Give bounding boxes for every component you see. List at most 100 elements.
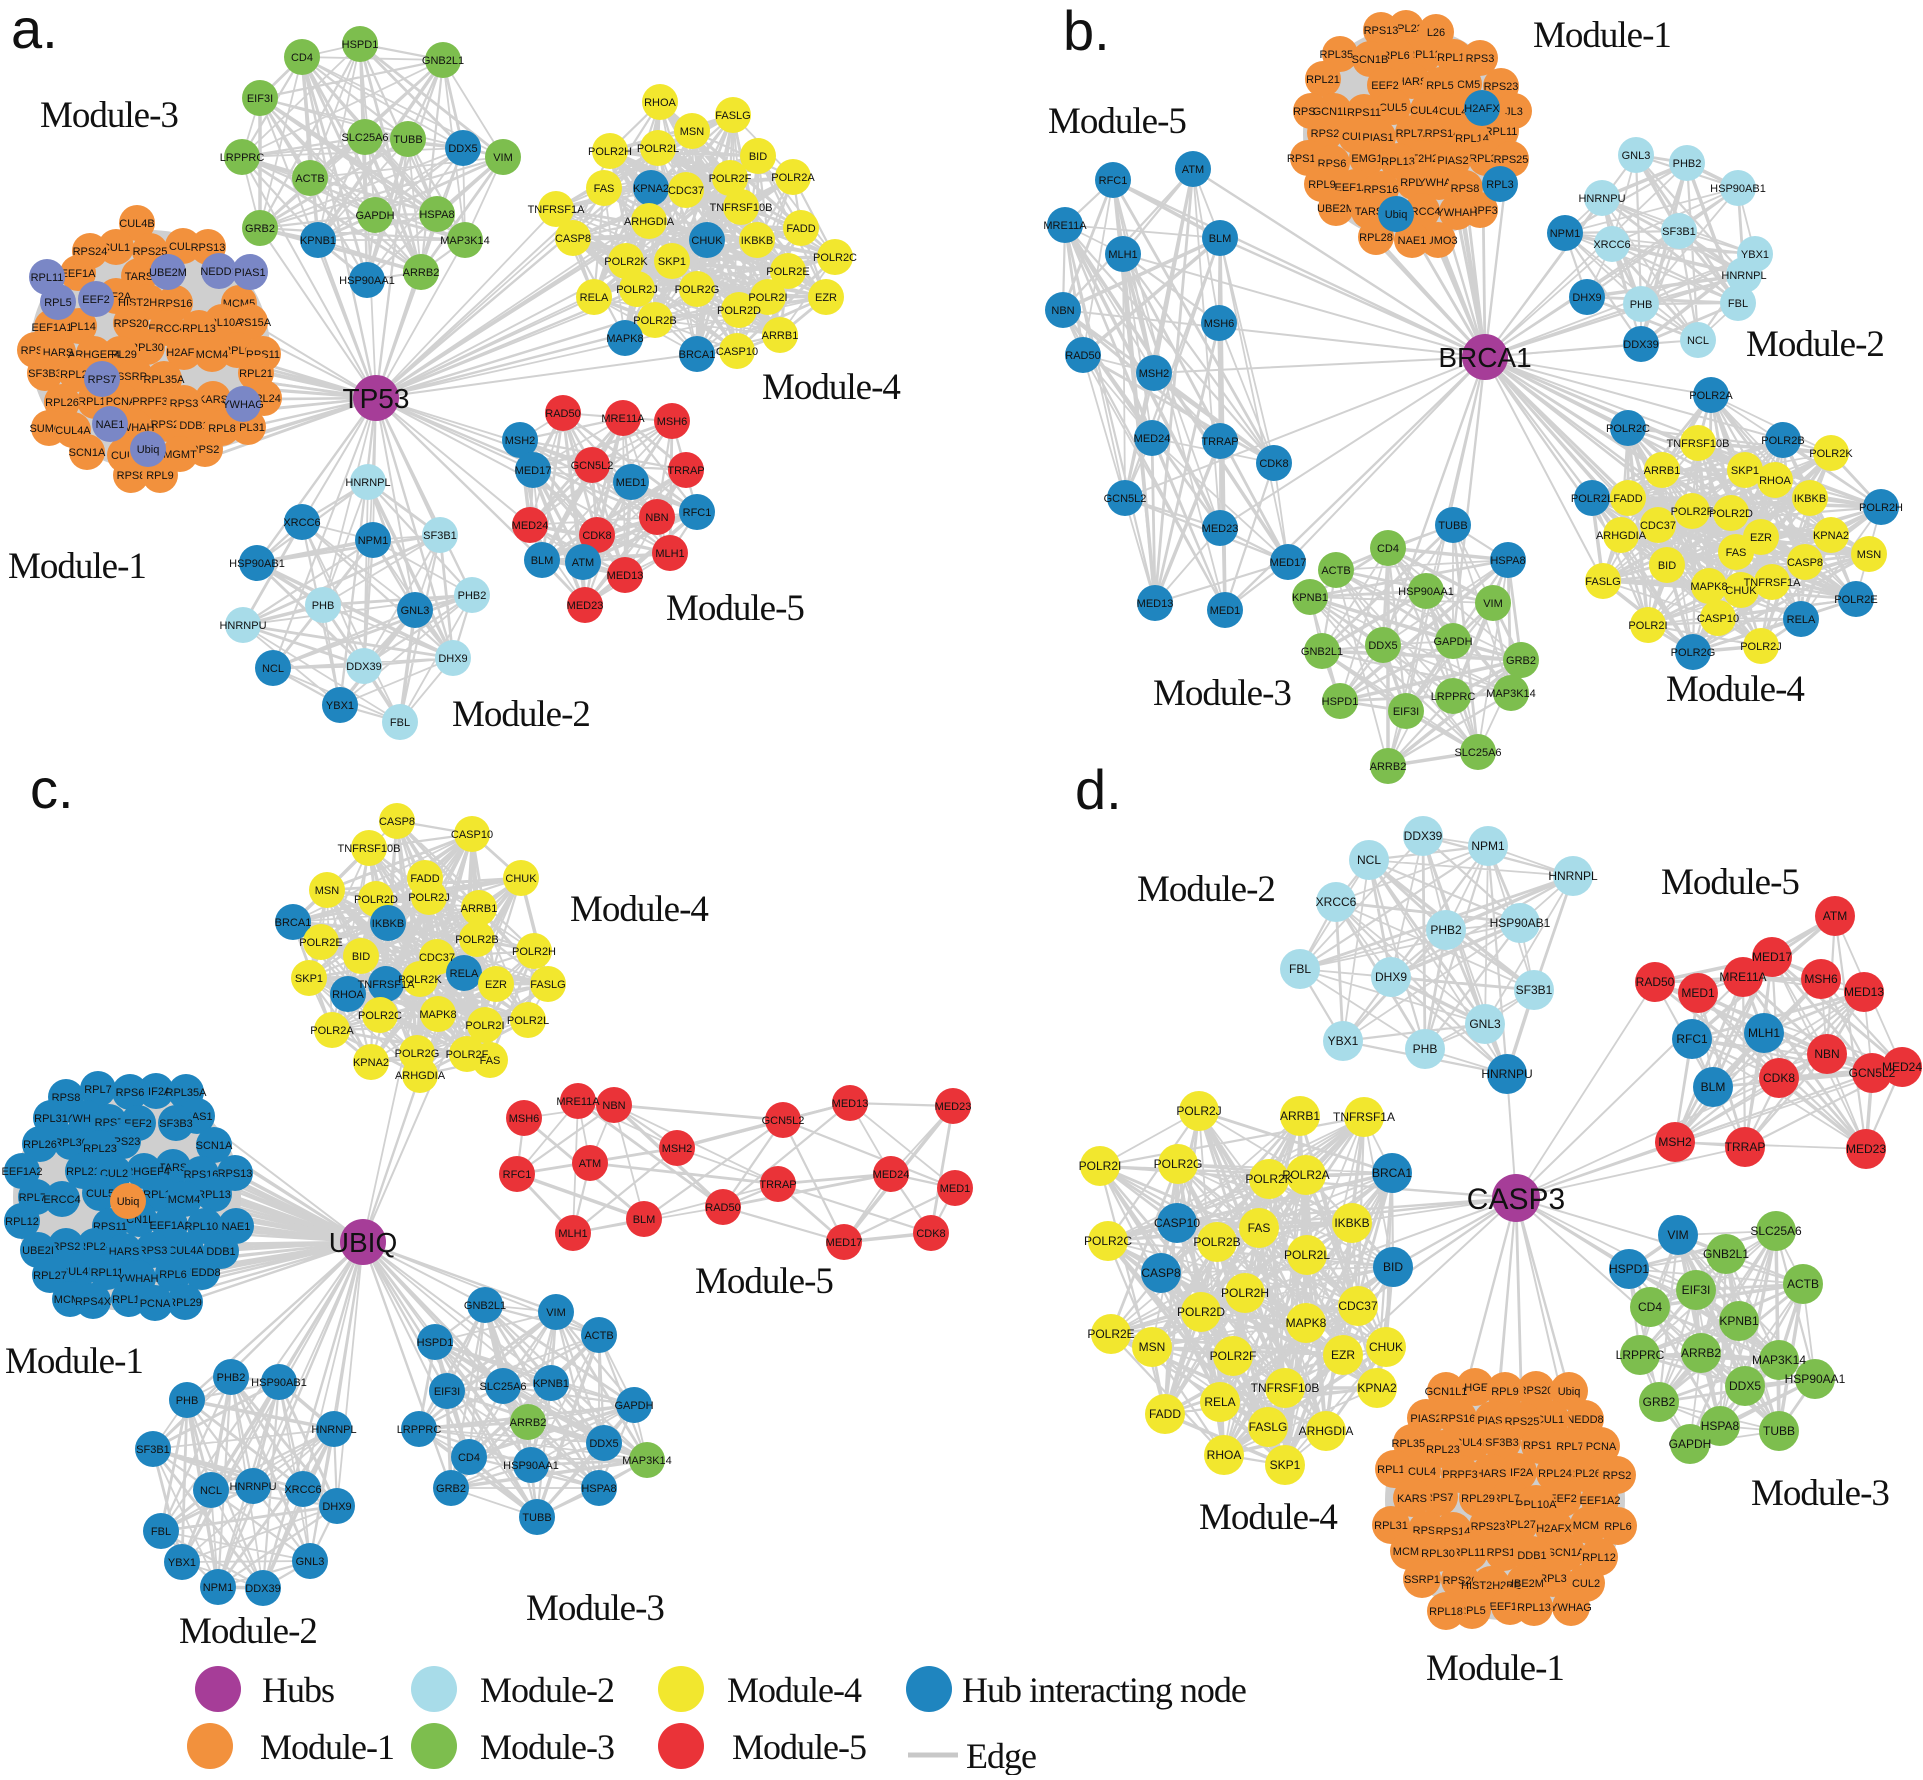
- svg-text:HARS: HARS: [1397, 76, 1428, 88]
- svg-text:CASP8: CASP8: [1787, 557, 1823, 569]
- svg-text:SF3B3: SF3B3: [28, 368, 62, 380]
- svg-text:POLR2I: POLR2I: [1628, 620, 1667, 632]
- svg-text:Module-4: Module-4: [1666, 669, 1804, 710]
- svg-text:MSH6: MSH6: [509, 1113, 540, 1125]
- svg-text:HSP90AA1: HSP90AA1: [1785, 1372, 1846, 1386]
- svg-text:MSN: MSN: [680, 126, 705, 138]
- svg-text:XRCC6: XRCC6: [284, 1484, 321, 1496]
- svg-text:DDX5: DDX5: [589, 1438, 618, 1450]
- svg-text:FAS: FAS: [594, 183, 615, 195]
- svg-text:RFC1: RFC1: [503, 1169, 532, 1181]
- svg-text:KPNA2: KPNA2: [633, 183, 669, 195]
- svg-text:SF3B3: SF3B3: [1485, 1437, 1519, 1449]
- svg-text:POLR2D: POLR2D: [1709, 508, 1753, 520]
- svg-text:NEDD8: NEDD8: [183, 1267, 220, 1279]
- svg-text:RPS14: RPS14: [1425, 128, 1460, 140]
- svg-text:NCL: NCL: [1357, 853, 1381, 867]
- svg-text:RPL11: RPL11: [31, 272, 64, 284]
- svg-text:ATM: ATM: [1182, 164, 1204, 176]
- svg-text:HNRNPL: HNRNPL: [311, 1424, 356, 1436]
- svg-text:POLR2A: POLR2A: [1282, 1168, 1329, 1182]
- svg-text:MLH1: MLH1: [1748, 1026, 1780, 1040]
- svg-text:POLR2B: POLR2B: [633, 315, 676, 327]
- svg-text:HNRNPU: HNRNPU: [1578, 193, 1625, 205]
- svg-text:RHOA: RHOA: [1207, 1448, 1242, 1462]
- svg-text:MED23: MED23: [1846, 1142, 1886, 1156]
- svg-text:RPL13: RPL13: [1381, 156, 1415, 168]
- svg-text:Module-2: Module-2: [1746, 324, 1884, 365]
- svg-text:RPL35A: RPL35A: [1392, 1438, 1434, 1450]
- svg-text:CHUK: CHUK: [1725, 585, 1757, 597]
- svg-text:TUBB: TUBB: [522, 1512, 551, 1524]
- svg-text:CUL1: CUL1: [102, 242, 130, 254]
- svg-text:RPL6: RPL6: [1382, 50, 1410, 62]
- svg-text:RPL21: RPL21: [66, 1166, 100, 1178]
- svg-text:NPM1: NPM1: [1550, 228, 1581, 240]
- svg-text:RELA: RELA: [1787, 614, 1816, 626]
- svg-text:RPL31: RPL31: [34, 1113, 68, 1125]
- svg-text:ARRB1: ARRB1: [461, 903, 498, 915]
- svg-text:EEF1A: EEF1A: [61, 268, 97, 280]
- svg-text:POLR2G: POLR2G: [395, 1048, 440, 1060]
- svg-text:PCNA: PCNA: [140, 1298, 171, 1310]
- svg-text:RPL5: RPL5: [1458, 1605, 1486, 1617]
- svg-text:IKBKB: IKBKB: [372, 918, 404, 930]
- svg-text:Module-4: Module-4: [762, 367, 900, 408]
- svg-text:HSP90AA1: HSP90AA1: [503, 1460, 559, 1472]
- svg-text:Module-1: Module-1: [1533, 15, 1671, 56]
- svg-text:RPL3: RPL3: [1539, 1573, 1567, 1585]
- svg-text:RPL26: RPL26: [23, 1139, 57, 1151]
- svg-text:RPS2: RPS2: [1311, 128, 1340, 140]
- svg-text:ACTB: ACTB: [584, 1330, 613, 1342]
- svg-text:MED17: MED17: [515, 465, 552, 477]
- svg-text:RPL8: RPL8: [208, 423, 236, 435]
- svg-text:RPS8: RPS8: [1451, 183, 1480, 195]
- svg-text:RPL35A: RPL35A: [144, 374, 186, 386]
- svg-text:RPS23: RPS23: [1484, 81, 1519, 93]
- svg-text:KPNA2: KPNA2: [1357, 1381, 1397, 1395]
- svg-text:FAS: FAS: [480, 1055, 501, 1067]
- svg-text:YBX1: YBX1: [1328, 1034, 1359, 1048]
- svg-text:MED1: MED1: [940, 1183, 971, 1195]
- svg-text:RPS2: RPS2: [1603, 1470, 1632, 1482]
- svg-text:MED24: MED24: [873, 1169, 910, 1181]
- svg-text:Module-1: Module-1: [1426, 1648, 1564, 1689]
- svg-text:BRCA1: BRCA1: [1438, 342, 1531, 373]
- svg-text:KPNB1: KPNB1: [300, 235, 336, 247]
- svg-text:CUL4A: CUL4A: [55, 425, 91, 437]
- svg-text:MAP3K14: MAP3K14: [1486, 688, 1536, 700]
- svg-text:TP53: TP53: [343, 383, 410, 414]
- svg-text:YBX1: YBX1: [168, 1557, 196, 1569]
- svg-text:UBE2I: UBE2I: [22, 1245, 54, 1257]
- svg-text:CHUK: CHUK: [505, 873, 537, 885]
- svg-text:RPS3: RPS3: [1466, 53, 1495, 65]
- svg-text:HSPD1: HSPD1: [417, 1337, 454, 1349]
- svg-text:SKP1: SKP1: [658, 256, 686, 268]
- svg-text:RPS20: RPS20: [114, 318, 149, 330]
- svg-text:RPL11: RPL11: [1453, 1547, 1486, 1559]
- svg-text:RPL21: RPL21: [1306, 74, 1340, 86]
- svg-text:TNFRSF10B: TNFRSF10B: [338, 843, 401, 855]
- svg-text:RPL29: RPL29: [168, 1297, 202, 1309]
- svg-text:GNB2L1: GNB2L1: [1703, 1247, 1749, 1261]
- svg-text:XRCC6: XRCC6: [1316, 895, 1357, 909]
- svg-text:HSPA8: HSPA8: [1701, 1419, 1740, 1433]
- svg-text:RPS3: RPS3: [170, 398, 199, 410]
- svg-text:HNRNPU: HNRNPU: [229, 1481, 276, 1493]
- svg-text:CD4: CD4: [1638, 1300, 1662, 1314]
- svg-text:ARRB2: ARRB2: [403, 267, 440, 279]
- svg-text:MSH2: MSH2: [1139, 368, 1170, 380]
- svg-text:GRB2: GRB2: [1506, 655, 1536, 667]
- svg-text:RPL5: RPL5: [44, 297, 72, 309]
- svg-text:ARRB1: ARRB1: [1644, 465, 1681, 477]
- svg-text:FBL: FBL: [151, 1526, 171, 1538]
- svg-text:RPL21: RPL21: [239, 368, 273, 380]
- svg-text:Hub interacting node: Hub interacting node: [962, 1670, 1246, 1710]
- svg-text:POLR2L: POLR2L: [1571, 493, 1613, 505]
- svg-text:TUBB: TUBB: [1438, 520, 1467, 532]
- svg-text:POLR2H: POLR2H: [1221, 1286, 1269, 1300]
- svg-text:BID: BID: [352, 951, 370, 963]
- svg-text:DDX39: DDX39: [346, 661, 381, 673]
- svg-text:MED13: MED13: [1137, 598, 1174, 610]
- svg-text:CASP8: CASP8: [379, 816, 415, 828]
